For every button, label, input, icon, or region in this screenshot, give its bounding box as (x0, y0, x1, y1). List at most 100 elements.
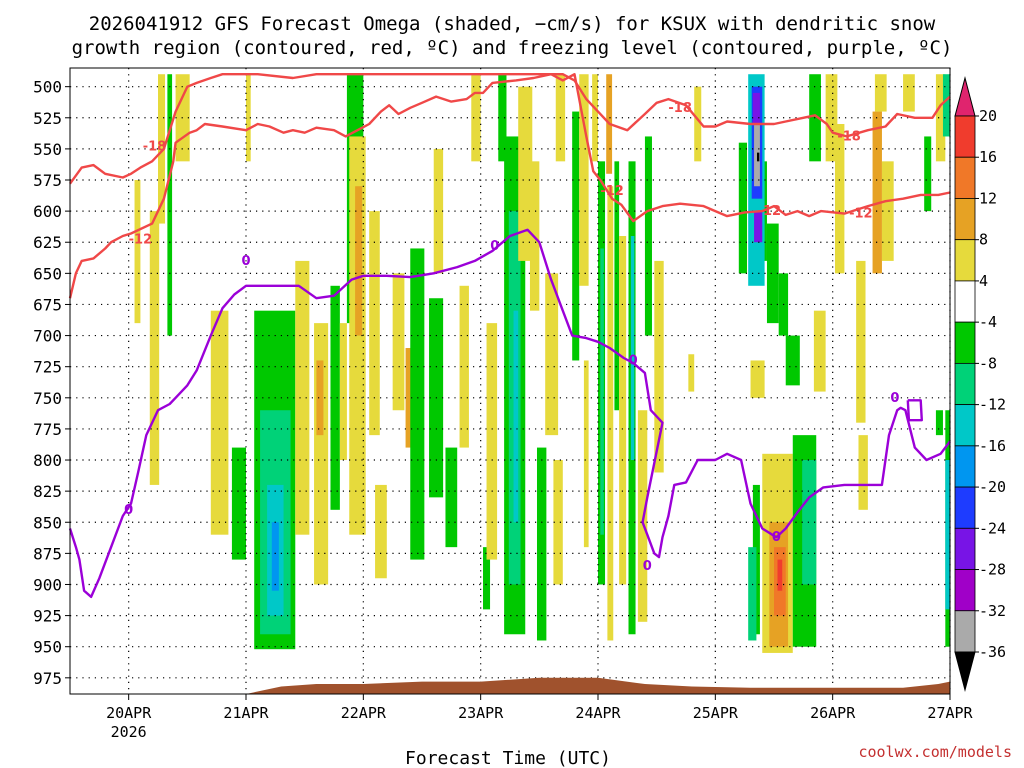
omega-cell (945, 460, 950, 610)
omega-cell (935, 410, 943, 436)
omega-cell (518, 86, 533, 261)
omega-cell (607, 186, 614, 641)
colorbar-bin (954, 445, 976, 488)
x-tick-label: 20APR (106, 704, 152, 722)
colorbar-label: 12 (979, 189, 997, 207)
credit-text: coolwx.com/models (858, 743, 1012, 761)
omega-cell (246, 74, 251, 162)
pressure-axis: 500 525 550 575 600 625 650 675 700 725 750 775 800 8… (33, 78, 70, 688)
omega-cell (738, 142, 748, 274)
omega-cell (785, 335, 800, 386)
omega-cell (835, 124, 845, 274)
colorbar-label: -24 (979, 519, 1006, 537)
colorbar-bin (954, 610, 976, 653)
omega-cell (459, 285, 469, 448)
omega-cell (471, 74, 481, 162)
terrain-area (70, 677, 950, 694)
dgz-cold-top-line (69, 72, 951, 185)
contour-label: -12 (129, 233, 153, 248)
x-tick-label: 27APR (927, 704, 973, 722)
omega-cell (158, 74, 166, 224)
omega-cell (498, 74, 507, 162)
omega-cell (688, 354, 695, 392)
y-tick-label: 625 (33, 233, 62, 252)
x-axis-title: Forecast Time (UTC) (405, 748, 611, 768)
y-tick-label: 725 (33, 358, 62, 377)
colorbar-label: -16 (979, 437, 1006, 455)
dgz-warm-top-line (68, 72, 951, 299)
y-tick-label: 975 (33, 669, 62, 688)
y-tick-label: 650 (33, 264, 62, 283)
omega-cell (445, 447, 458, 548)
y-tick-label: 575 (33, 171, 62, 190)
colorbar: 20 16 12 8 4 -4 -8 -12 -16 -20 -24 -28 -32 -36 (954, 76, 1006, 692)
colorbar-bin (954, 280, 976, 323)
omega-cell (483, 547, 491, 610)
omega-cell (553, 460, 563, 585)
omega-cell (856, 260, 866, 423)
freezing-level-closed-line (906, 399, 923, 422)
omega-cell (167, 74, 173, 336)
colorbar-bin (954, 362, 976, 406)
omega-cell (825, 74, 838, 162)
y-tick-label: 600 (33, 202, 62, 221)
y-tick-label: 875 (33, 544, 62, 563)
x-tick-sublabel: 2026 (111, 723, 147, 741)
y-tick-label: 525 (33, 109, 62, 128)
omega-cell (630, 236, 635, 461)
omega-cell (572, 111, 580, 361)
colorbar-bin (954, 321, 976, 364)
omega-cell (583, 360, 589, 548)
omega-cell (754, 211, 763, 243)
colorbar-label: -12 (979, 396, 1006, 414)
contour-label: 0 (890, 391, 899, 406)
omega-cell (513, 310, 519, 523)
contour-label: -18 (837, 129, 861, 144)
omega-cell (872, 111, 882, 274)
x-tick-label: 21APR (223, 704, 269, 722)
contour-label: -12 (758, 204, 782, 219)
x-tick-label: 26APR (810, 704, 856, 722)
omega-cell (134, 180, 141, 324)
omega-cell (271, 522, 279, 591)
omega-cell (619, 236, 627, 585)
colorbar-bin (954, 569, 976, 612)
omega-cell (614, 161, 620, 411)
omega-cell (545, 273, 559, 436)
contour-label: -12 (600, 184, 624, 199)
colorbar-bin (954, 239, 976, 282)
colorbar-label: 8 (979, 231, 988, 249)
colorbar-bin (954, 156, 976, 199)
omega-cell (149, 211, 160, 485)
colorbar-label: 20 (979, 107, 997, 125)
chart-title-line-2: growth region (contoured, red, ºC) and f… (72, 37, 953, 59)
colorbar-label: -28 (979, 561, 1006, 579)
y-tick-label: 900 (33, 575, 62, 594)
omega-cell (330, 285, 340, 510)
y-tick-label: 675 (33, 295, 62, 314)
omega-cell (802, 460, 817, 585)
x-tick-label: 24APR (575, 704, 621, 722)
omega-cell (339, 323, 347, 461)
omega-cell (858, 435, 868, 510)
colorbar-label: -8 (979, 354, 997, 372)
omega-cell (942, 74, 950, 137)
x-tick-label: 23APR (458, 704, 504, 722)
freezing-level-line (68, 228, 951, 599)
x-tick-label: 22APR (341, 704, 387, 722)
contour-label: 0 (643, 559, 652, 574)
y-tick-label: 550 (33, 140, 62, 159)
omega-cell (752, 92, 760, 125)
colorbar-bin (954, 404, 976, 447)
y-tick-label: 825 (33, 482, 62, 501)
y-tick-label: 850 (33, 513, 62, 532)
colorbar-label: 4 (979, 272, 988, 290)
omega-cell (644, 136, 652, 336)
contour-label: -18 (143, 139, 167, 154)
omega-cell (405, 348, 413, 448)
plot-area: -12 -12 -12 -12 -18 -18 -18 0 0 0 0 0 0 0 (68, 67, 951, 695)
colorbar-bin (954, 198, 976, 241)
omega-cell (881, 161, 894, 261)
